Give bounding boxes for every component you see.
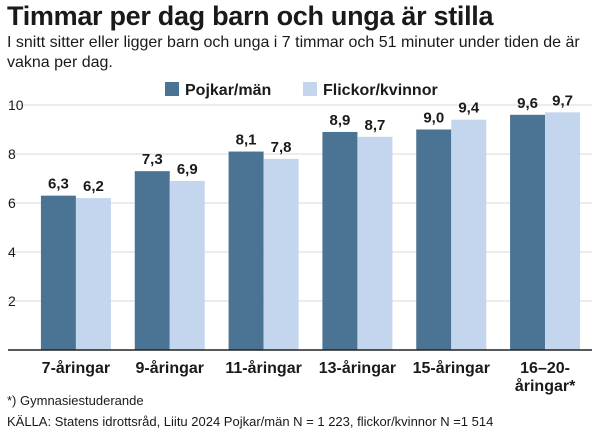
- source-note: KÄLLA: Statens idrottsråd, Liitu 2024 Po…: [7, 414, 494, 429]
- legend-swatch: [303, 82, 317, 96]
- y-tick-labels: 2 4 6 8 10: [8, 97, 24, 309]
- bar-value-label: 7,8: [271, 139, 292, 156]
- chart-title: Timmar per dag barn och unga är stilla: [7, 1, 494, 31]
- bar-value-label: 6,2: [83, 178, 104, 195]
- y-tick-label: 6: [8, 195, 16, 211]
- legend-swatch: [165, 82, 179, 96]
- bar-value-label: 9,0: [423, 110, 444, 127]
- x-tick-labels: 7-åringar 9-åringar 11-åringar 13-åringar 15…: [42, 359, 576, 395]
- bar-value-label: 9,7: [552, 92, 573, 109]
- bar: [75, 198, 111, 350]
- chart-subtitle: I snitt sitter eller ligger barn och ung…: [7, 34, 580, 71]
- bar: [357, 136, 393, 350]
- bar: [416, 129, 452, 350]
- bar-value-label: 8,9: [329, 112, 350, 129]
- bar: [228, 151, 264, 350]
- y-tick-label: 4: [8, 244, 16, 260]
- x-tick-line: åringar*: [515, 377, 576, 395]
- bar-value-label: 9,4: [458, 100, 480, 117]
- x-tick-label: 15-åringar: [413, 359, 490, 377]
- x-tick-label: 11-åringar: [225, 359, 301, 377]
- y-tick-label: 8: [8, 146, 16, 162]
- bar: [263, 158, 299, 350]
- footnote: *) Gymnasiestuderande: [7, 393, 144, 408]
- legend: Pojkar/män Flickor/kvinnor: [165, 82, 438, 99]
- y-tick-label: 2: [8, 293, 16, 309]
- bar-value-label: 8,1: [236, 132, 257, 149]
- bar-value-label: 8,7: [364, 117, 385, 134]
- bar: [134, 171, 170, 350]
- bar: [40, 195, 76, 350]
- bar: [169, 180, 205, 350]
- x-tick-label: 16–20-åringar*: [515, 360, 576, 395]
- bars: [40, 112, 581, 350]
- legend-label: Flickor/kvinnor: [323, 82, 438, 99]
- bar-value-label: 6,9: [177, 161, 198, 178]
- x-tick-label: 7-åringar: [42, 359, 110, 377]
- bar-value-label: 7,3: [142, 151, 163, 168]
- bar: [322, 131, 358, 350]
- bar: [545, 112, 581, 350]
- x-tick-line: 16–20-: [520, 360, 570, 377]
- bar-value-label: 9,6: [517, 95, 538, 112]
- x-tick-label: 9-åringar: [136, 359, 204, 377]
- bar: [510, 114, 546, 350]
- y-tick-label: 10: [8, 97, 24, 113]
- bar-value-label: 6,3: [48, 176, 69, 193]
- bar: [451, 119, 487, 350]
- bar-value-labels: 6,3 7,3 8,1 8,9 9,0 9,6 6,2 6,9 7,8 8,7 9,4 9,7: [48, 92, 573, 195]
- x-tick-label: 13-åringar: [319, 359, 396, 377]
- legend-label: Pojkar/män: [185, 82, 271, 99]
